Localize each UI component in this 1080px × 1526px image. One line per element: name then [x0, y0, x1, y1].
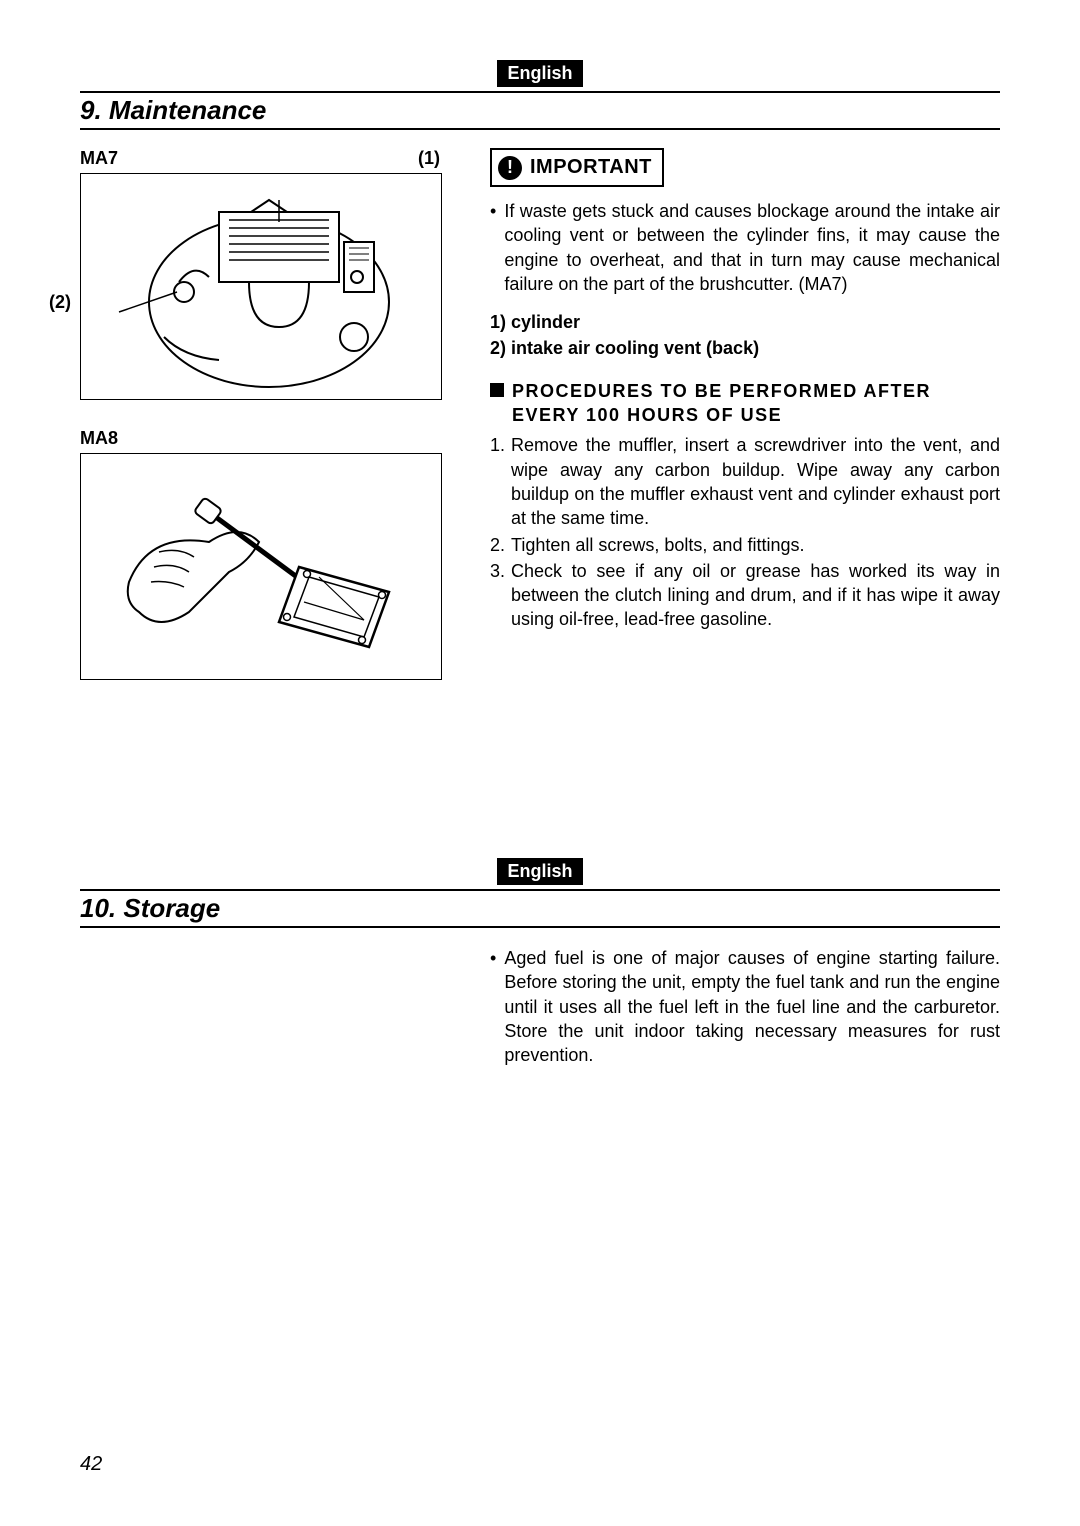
storage-left-spacer [80, 946, 460, 1081]
text-column-maintenance: ! IMPORTANT • If waste gets stuck and ca… [490, 148, 1000, 708]
storage-text-body: Aged fuel is one of major causes of engi… [504, 946, 1000, 1067]
figure-label-ma8: MA8 [80, 428, 460, 449]
important-icon: ! [498, 156, 522, 180]
legend-line-1: 1) cylinder [490, 310, 1000, 334]
section-title-storage: 10. Storage [80, 889, 1000, 928]
figure-ma8 [80, 453, 442, 680]
important-label: IMPORTANT [530, 154, 652, 181]
figure-label-ma7: MA7 [80, 148, 118, 169]
procedures-header: PROCEDURES TO BE PERFORMED AFTER EVERY 1… [490, 379, 1000, 428]
storage-bullet: • Aged fuel is one of major causes of en… [490, 946, 1000, 1067]
text-column-storage: • Aged fuel is one of major causes of en… [490, 946, 1000, 1081]
important-bullet: • If waste gets stuck and causes blockag… [490, 199, 1000, 296]
item-text: Remove the muffler, insert a screwdriver… [511, 433, 1000, 530]
language-badge-1: English [497, 60, 582, 87]
page-number: 42 [80, 1453, 102, 1476]
language-badge-2: English [497, 858, 582, 885]
item-number: 2. [490, 533, 505, 557]
important-text-body: If waste gets stuck and causes blockage … [504, 199, 1000, 296]
procedures-header-text: PROCEDURES TO BE PERFORMED AFTER EVERY 1… [512, 379, 1000, 428]
procedure-item-3: 3. Check to see if any oil or grease has… [490, 559, 1000, 632]
procedure-item-1: 1. Remove the muffler, insert a screwdri… [490, 433, 1000, 530]
bullet-marker: • [490, 199, 496, 296]
figure-callout-2: (2) [49, 292, 71, 313]
item-text: Tighten all screws, bolts, and fittings. [511, 533, 804, 557]
procedure-item-2: 2. Tighten all screws, bolts, and fittin… [490, 533, 1000, 557]
important-box: ! IMPORTANT [490, 148, 664, 187]
bullet-marker: • [490, 946, 496, 1067]
figures-column: MA7 (1) [80, 148, 460, 708]
section-title-maintenance: 9. Maintenance [80, 91, 1000, 130]
item-number: 1. [490, 433, 505, 530]
figure-ma7: (2) [80, 173, 442, 400]
square-bullet-icon [490, 383, 504, 397]
figure-callout-1: (1) [418, 148, 440, 169]
item-number: 3. [490, 559, 505, 632]
item-text: Check to see if any oil or grease has wo… [511, 559, 1000, 632]
legend-line-2: 2) intake air cooling vent (back) [490, 336, 1000, 360]
